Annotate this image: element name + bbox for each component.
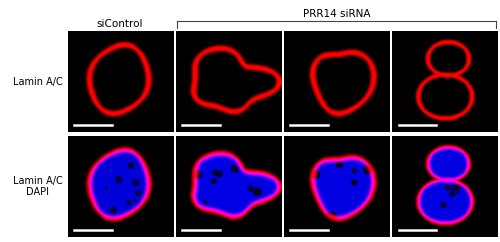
- Text: Lamin A/C
DAPI: Lamin A/C DAPI: [13, 176, 62, 197]
- Text: siControl: siControl: [97, 19, 144, 29]
- Text: Lamin A/C: Lamin A/C: [13, 77, 62, 87]
- Text: PRR14 siRNA: PRR14 siRNA: [303, 9, 370, 19]
